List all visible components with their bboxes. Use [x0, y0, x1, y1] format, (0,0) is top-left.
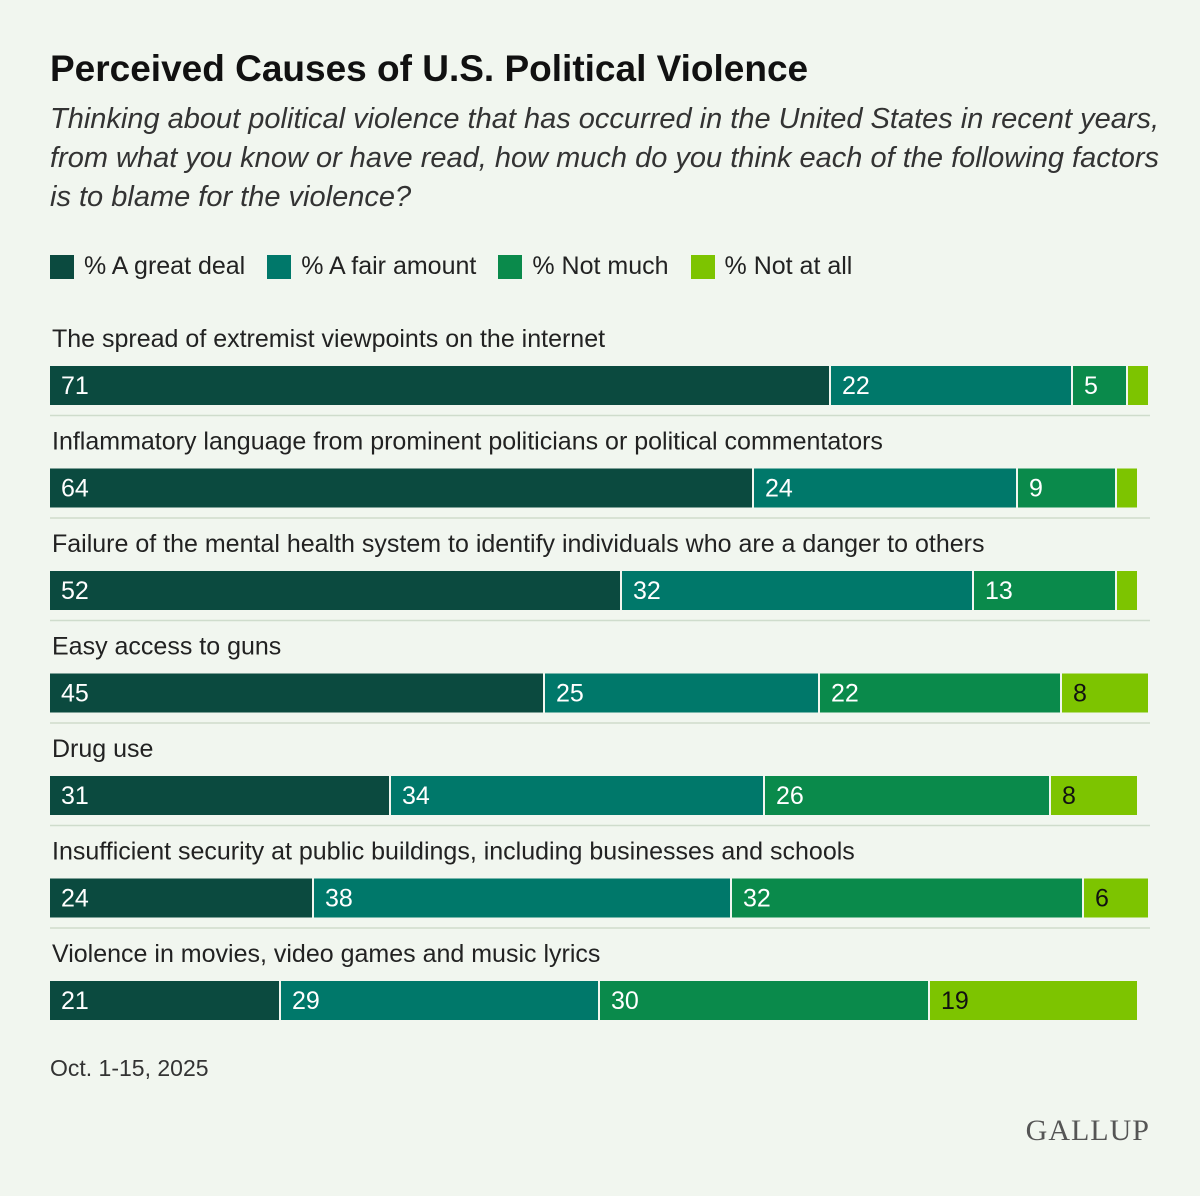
data-label: 38 [325, 885, 353, 913]
data-label: 32 [633, 577, 661, 605]
data-label: 26 [776, 782, 804, 810]
bar-segment-great-deal [50, 673, 543, 713]
bar-segment-great-deal [50, 878, 312, 918]
bar-segment-fair-amount [831, 366, 1071, 405]
legend-label-not-at-all: % Not at all [724, 252, 853, 280]
data-label: 25 [556, 680, 584, 708]
data-label: 21 [61, 987, 89, 1015]
data-label: 8 [1073, 680, 1087, 708]
category-label: Violence in movies, video games and musi… [52, 940, 600, 968]
bar-segment-not-much [974, 571, 1115, 610]
legend-swatch-fair-amount [267, 254, 292, 279]
bar-segment-fair-amount [622, 571, 972, 610]
bar-segment-great-deal [50, 366, 829, 405]
data-label: 9 [1029, 475, 1043, 503]
legend-label-not-much: % Not much [532, 252, 669, 280]
data-label: 34 [402, 782, 430, 810]
legend-swatch-not-at-all [690, 254, 715, 279]
bar-segment-fair-amount [391, 776, 763, 815]
legend-item-great-deal: % A great deal [50, 252, 245, 281]
data-label: 52 [61, 577, 89, 605]
bar-segment-not-much [1073, 366, 1126, 405]
survey-date: Oct. 1-15, 2025 [50, 1055, 209, 1081]
chart-subtitle: Thinking about political violence that h… [50, 103, 1160, 213]
data-label: 64 [61, 475, 89, 503]
bar-segment-great-deal [50, 571, 620, 610]
legend-item-not-at-all: % Not at all [690, 252, 853, 281]
data-label: 22 [842, 372, 870, 400]
legend-item-not-much: % Not much [498, 252, 669, 281]
legend: % A great deal % A fair amount % Not muc… [50, 252, 852, 281]
bar-segment-not-at-all [1117, 571, 1137, 610]
legend-label-great-deal: % A great deal [84, 252, 246, 280]
data-label: 45 [61, 680, 89, 708]
bar-segment-not-at-all [1051, 776, 1137, 815]
bar-segment-fair-amount [754, 468, 1016, 508]
bar-segment-fair-amount [281, 981, 598, 1020]
bar-segment-not-at-all [1117, 468, 1137, 508]
bar-segment-not-much [765, 776, 1049, 815]
bar-segment-not-at-all [1128, 366, 1148, 405]
bar-segment-great-deal [50, 468, 752, 508]
bar-segment-not-much [732, 878, 1082, 918]
data-label: 13 [985, 577, 1013, 605]
legend-label-fair-amount: % A fair amount [301, 252, 477, 280]
bar-segment-not-much [600, 981, 928, 1020]
category-label: The spread of extremist viewpoints on th… [52, 325, 605, 353]
category-label: Failure of the mental health system to i… [52, 530, 984, 558]
legend-swatch-great-deal [50, 254, 74, 279]
data-label: 5 [1084, 372, 1098, 400]
data-label: 24 [61, 885, 89, 913]
bar-segment-not-much [1018, 468, 1115, 508]
bar-segment-not-at-all [1084, 878, 1148, 918]
category-label: Inflammatory language from prominent pol… [52, 428, 883, 456]
bar-segment-fair-amount [545, 673, 818, 713]
data-label: 30 [611, 987, 639, 1015]
data-label: 71 [61, 372, 89, 400]
category-label: Drug use [52, 735, 153, 763]
data-label: 31 [61, 782, 89, 810]
data-label: 6 [1095, 885, 1109, 913]
bar-segment-great-deal [50, 776, 389, 815]
category-label: Easy access to guns [52, 633, 281, 661]
bar-segment-not-at-all [930, 981, 1137, 1020]
data-label: 8 [1062, 782, 1076, 810]
data-label: 22 [831, 680, 859, 708]
legend-swatch-not-much [498, 254, 523, 279]
data-label: 32 [743, 885, 771, 913]
chart-title: Perceived Causes of U.S. Political Viole… [50, 48, 809, 89]
gallup-logo: GALLUP [1025, 1114, 1150, 1147]
category-label: Insufficient security at public building… [52, 838, 855, 866]
bar-segment-not-much [820, 673, 1060, 713]
data-label: 29 [292, 987, 320, 1015]
bar-segment-not-at-all [1062, 673, 1148, 713]
data-label: 24 [765, 475, 793, 503]
legend-item-fair-amount: % A fair amount [267, 252, 476, 281]
bar-segment-great-deal [50, 981, 279, 1020]
bar-segment-fair-amount [314, 878, 730, 918]
data-label: 19 [941, 987, 969, 1015]
